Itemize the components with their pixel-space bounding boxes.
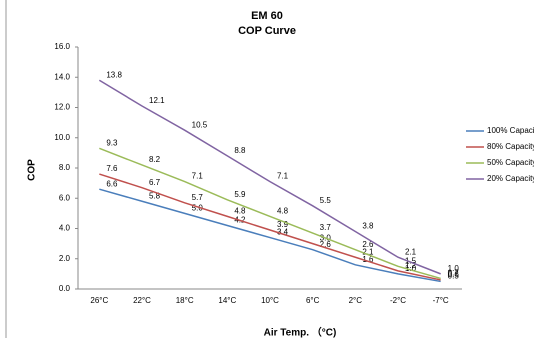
series-line xyxy=(99,147,441,280)
series-line xyxy=(99,173,441,281)
y-tick-label: 16.0 xyxy=(54,42,70,51)
y-tick-label: 6.0 xyxy=(59,193,71,202)
y-axis-title: COP xyxy=(27,159,38,181)
data-label: 8.2 xyxy=(149,155,161,164)
y-tick-label: 2.0 xyxy=(59,254,71,263)
data-label: 13.8 xyxy=(106,70,122,79)
data-label: 6.6 xyxy=(106,179,118,188)
data-label: 0.5 xyxy=(448,272,460,281)
data-label: 1.5 xyxy=(405,256,417,265)
data-label: 10.5 xyxy=(192,120,208,129)
y-tick-label: 4.0 xyxy=(59,224,71,233)
data-label: 7.1 xyxy=(192,172,204,181)
data-label: 4.8 xyxy=(234,207,246,216)
series-line xyxy=(98,79,441,275)
data-label: 3.8 xyxy=(362,222,374,231)
data-label: 3.9 xyxy=(277,220,289,229)
legend-label: 100% Capacity xyxy=(487,126,534,135)
y-tick-label: 12.0 xyxy=(54,103,70,112)
y-tick-label: 10.0 xyxy=(54,133,70,142)
x-tick-label: 2°C xyxy=(349,296,363,305)
x-tick-label: -2°C xyxy=(390,296,406,305)
x-tick-label: 22°C xyxy=(133,296,151,305)
data-label: 0.7 xyxy=(448,269,460,278)
data-label: 1.2 xyxy=(405,261,417,270)
data-label: 2.1 xyxy=(362,247,374,256)
x-tick-label: 6°C xyxy=(306,296,320,305)
data-label: 7.6 xyxy=(106,164,118,173)
chart-title: EM 60 xyxy=(251,10,283,22)
data-label: 7.1 xyxy=(277,172,289,181)
x-tick-label: -7°C xyxy=(433,296,449,305)
data-label: 5.5 xyxy=(320,196,332,205)
data-label: 2.6 xyxy=(320,240,332,249)
x-tick-label: 14°C xyxy=(218,296,236,305)
data-label: 5.8 xyxy=(149,191,161,200)
chart-subtitle: COP Curve xyxy=(238,25,296,37)
y-tick-label: 14.0 xyxy=(54,72,70,81)
data-label: 2.6 xyxy=(362,240,374,249)
data-label: 3.7 xyxy=(320,223,332,232)
y-tick-label: 8.0 xyxy=(59,163,71,172)
legend-label: 50% Capacity xyxy=(487,158,534,167)
data-label: 2.1 xyxy=(405,247,417,256)
data-label: 12.1 xyxy=(149,96,165,105)
data-label: 5.0 xyxy=(192,203,204,212)
data-label: 9.3 xyxy=(106,138,118,147)
data-label: 6.7 xyxy=(149,178,161,187)
x-tick-label: 18°C xyxy=(176,296,194,305)
data-label: 5.7 xyxy=(192,193,204,202)
data-label: 5.9 xyxy=(234,190,246,199)
data-label: 1.0 xyxy=(448,264,460,273)
series-line xyxy=(99,188,441,283)
y-tick-label: 0.0 xyxy=(59,284,71,293)
data-label: 1.0 xyxy=(405,264,417,273)
legend-label: 20% Capacity xyxy=(487,174,534,183)
data-label: 1.6 xyxy=(362,255,374,264)
data-label: 8.8 xyxy=(234,146,246,155)
x-tick-label: 10°C xyxy=(261,296,279,305)
data-label: 3.4 xyxy=(277,228,289,237)
legend-label: 80% Capacity xyxy=(487,142,534,151)
data-label: 4.8 xyxy=(277,207,289,216)
x-tick-label: 26°C xyxy=(90,296,108,305)
x-axis-title: Air Temp. （°C) xyxy=(264,326,337,338)
data-label: 0.6 xyxy=(448,270,460,279)
